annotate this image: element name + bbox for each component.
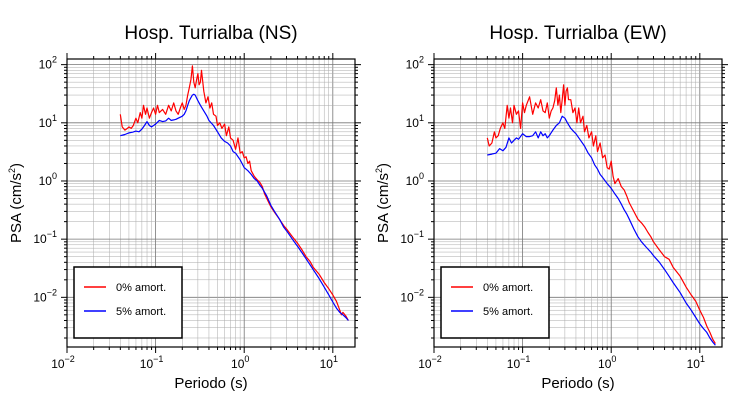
y-tick-label: 102: [39, 55, 57, 72]
y-tick-label: 10−2: [400, 287, 424, 304]
x-tick-label: 100: [598, 354, 616, 371]
y-tick-label: 101: [39, 113, 57, 130]
y-axis-label: PSA (cm/s2): [374, 163, 392, 243]
legend-box: [73, 266, 183, 339]
y-tick-label: 10−2: [33, 287, 57, 304]
x-axis-label: Periodo (s): [541, 375, 614, 392]
x-tick-label: 10−1: [507, 354, 531, 371]
series-line-blue: [487, 115, 716, 346]
legend-label: 0% amort.: [116, 282, 166, 294]
y-tick-label: 102: [406, 55, 424, 72]
x-tick-label: 10−2: [51, 354, 75, 371]
legend-box: [440, 266, 550, 339]
chart-panel-2: 10−2 10−1 100 101 10−2 10−1 100 101 102 Hosp. Tur…: [374, 23, 728, 392]
y-tick-label: 10−1: [33, 229, 57, 246]
y-tick-label: 10−1: [400, 229, 424, 246]
y-axis-label: PSA (cm/s2): [7, 163, 25, 243]
x-axis-label: Periodo (s): [174, 375, 247, 392]
x-tick-label: 100: [231, 354, 249, 371]
legend-label: 5% amort.: [116, 306, 166, 318]
series-line-red: [119, 65, 349, 321]
y-tick-label: 100: [39, 171, 57, 188]
legend-label: 5% amort.: [483, 306, 533, 318]
legend: 0% amort. 5% amort.: [440, 266, 550, 339]
legend: 0% amort. 5% amort.: [73, 266, 183, 339]
y-tick-label: 101: [406, 113, 424, 130]
chart-title: Hosp. Turrialba (NS): [124, 23, 297, 44]
chart-panel-1: 10−2 10−1 100 101 10−2 10−1 100 101 102 Hosp. Tur…: [7, 23, 361, 392]
y-tick-label: 100: [406, 171, 424, 188]
plot-frame: [66, 58, 356, 348]
x-tick-label: 10−1: [140, 354, 164, 371]
series-line-red: [486, 84, 716, 344]
series-line-blue: [120, 93, 349, 321]
x-tick-label: 101: [320, 354, 338, 371]
plot-frame: [433, 58, 723, 348]
chart-title: Hosp. Turrialba (EW): [489, 23, 666, 44]
x-tick-label: 101: [687, 354, 705, 371]
x-tick-label: 10−2: [418, 354, 442, 371]
legend-label: 0% amort.: [483, 282, 533, 294]
